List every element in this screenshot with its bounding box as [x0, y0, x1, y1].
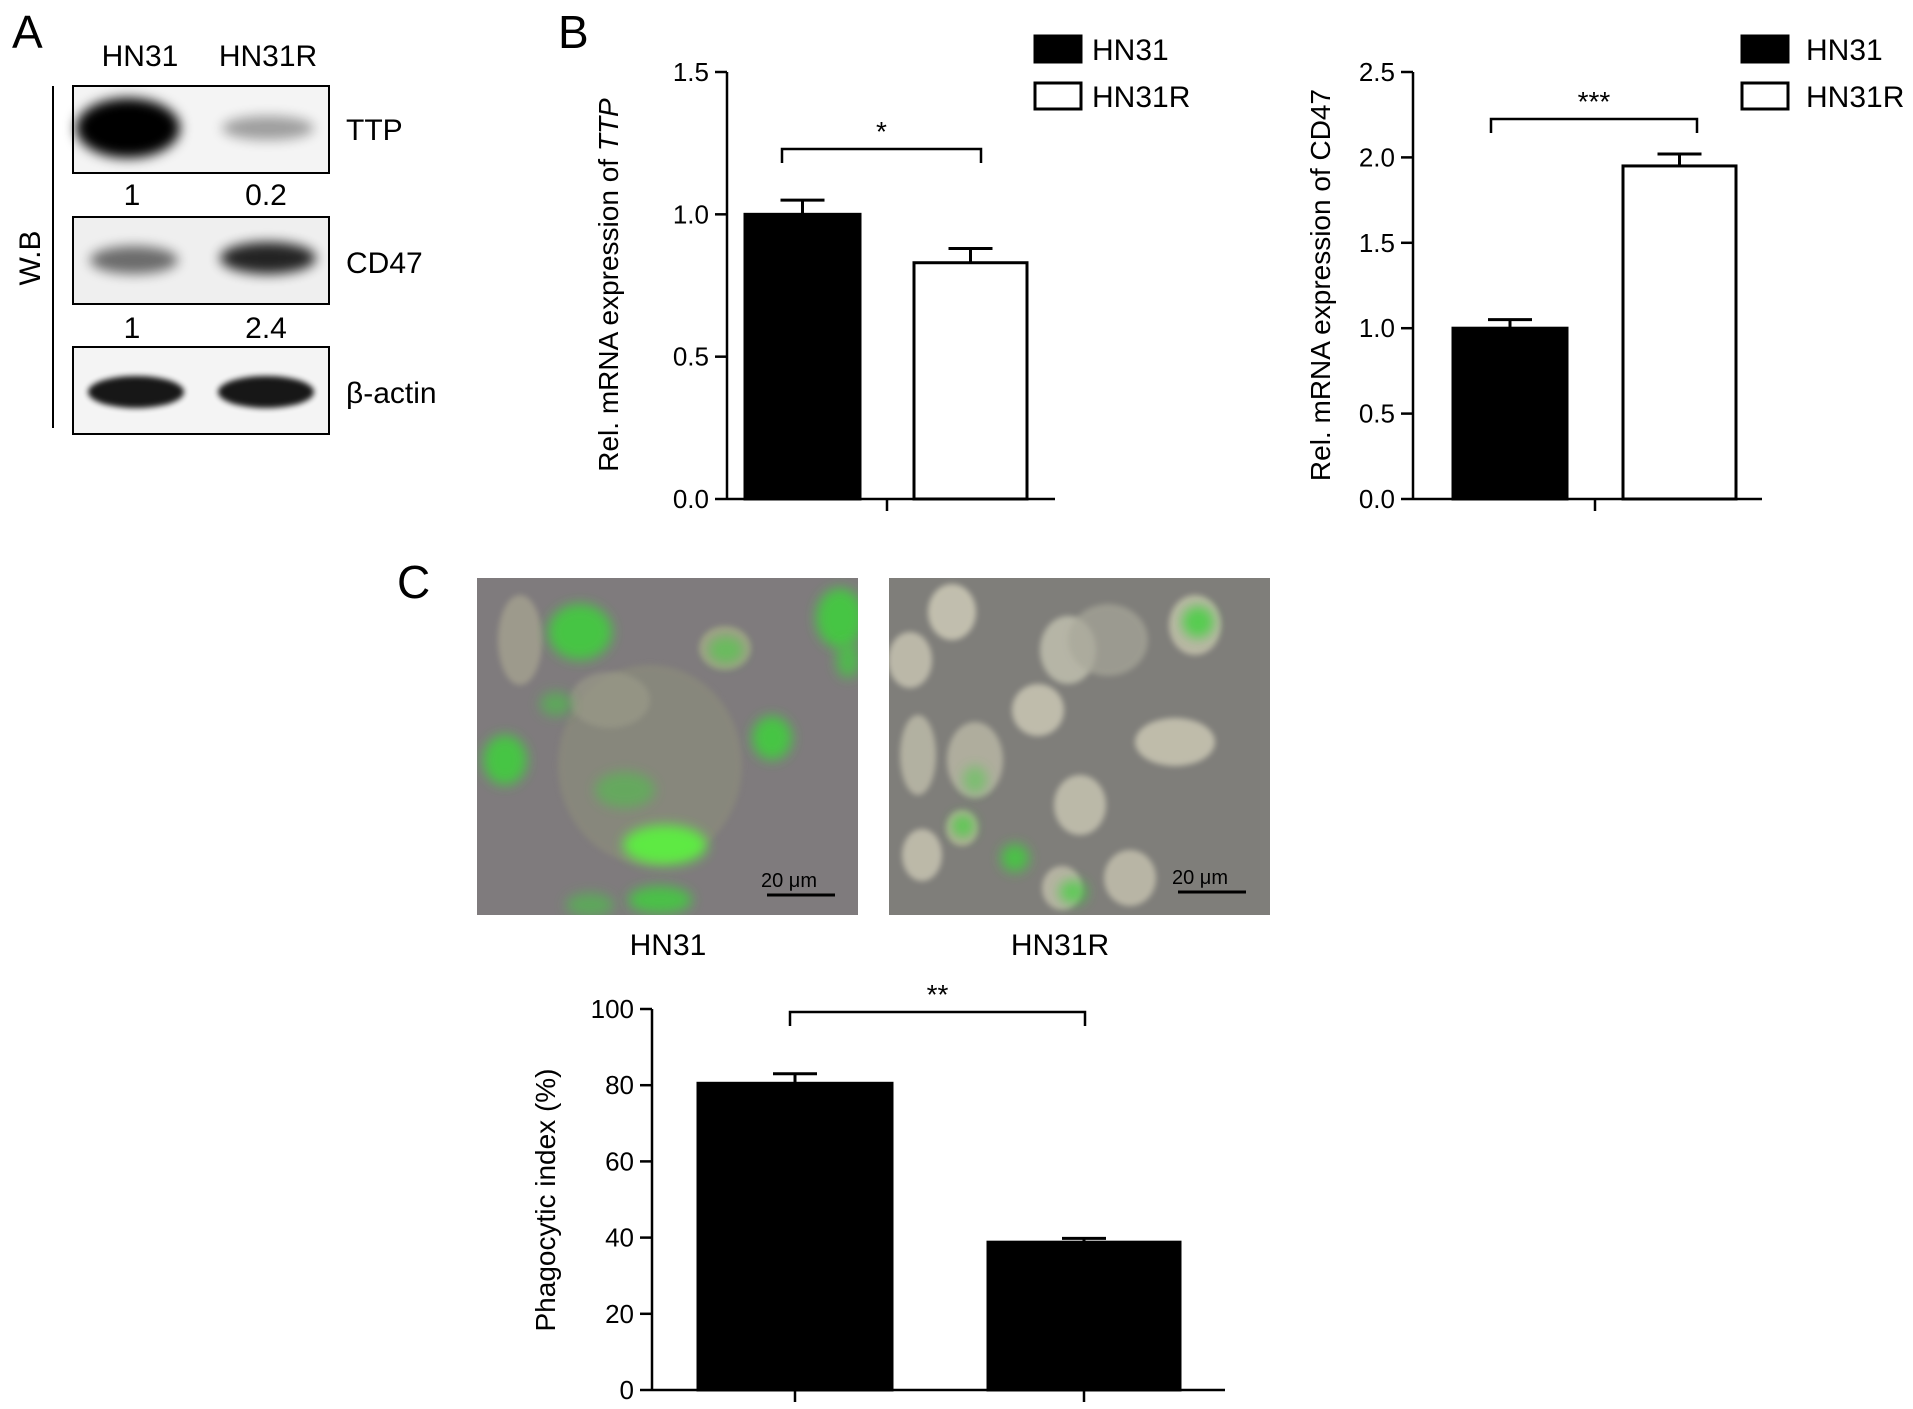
chart-ttp-legend-label-1: HN31R: [1092, 81, 1190, 114]
chart-phago-bar-hn31r: [986, 1240, 1182, 1392]
chart-phago-ytick-label-0: 0: [620, 1375, 634, 1405]
wb-row-label-beta-actin: β-actin: [346, 377, 437, 410]
chart-ttp-ylabel: Rel. mRNA expression of TTP: [593, 98, 624, 472]
chart-phago-ytick-label-3: 60: [605, 1146, 634, 1176]
chart-ttp-ytick-label-3: 1.5: [673, 57, 709, 87]
chart-cd47-significance-bracket: [1489, 117, 1699, 133]
wb-band-beta-actin-hn31: [88, 376, 184, 408]
wb-band-ttp-hn31r: [222, 116, 314, 140]
chart-cd47-legend-label-0: HN31: [1806, 34, 1883, 67]
micrograph-hn31r: [889, 578, 1270, 915]
chart-ttp-ylabel-text: Rel. mRNA expression of: [593, 151, 624, 472]
chart-ttp-bar-hn31: [743, 212, 862, 501]
chart-phago-ytick-label-4: 80: [605, 1070, 634, 1100]
chart-ttp-significance-label: *: [876, 116, 887, 147]
chart-phago-significance-label: **: [927, 979, 949, 1010]
micrograph-hn31r-scale: 20 μm: [1172, 867, 1246, 894]
wb-quant-ttp-hn31: 1: [124, 179, 141, 212]
chart-cd47-legend-swatch-0: [1740, 34, 1790, 64]
chart-cd47-legend-label-1: HN31R: [1806, 81, 1904, 114]
wb-quant-cd47-hn31r: 2.4: [245, 312, 287, 345]
chart-phago-ytick-label-5: 100: [591, 994, 634, 1024]
chart-phago-significance-bracket: [788, 1010, 1087, 1026]
chart-ttp-ylabel-italic: TTP: [593, 98, 624, 151]
western-blot-panel: HN31 HN31R W.B TTP 1 0.2 CD47 1 2.4 β-ac…: [14, 40, 437, 435]
wb-band-ttp-hn31: [76, 98, 180, 158]
chart-cd47-mrna: 0.0 0.5 1.0 1.5 2.0 2.5 *** Rel. mRNA expressio…: [1305, 34, 1904, 514]
chart-cd47-ylabel: Rel. mRNA expression of CD47: [1305, 89, 1336, 481]
chart-ttp-ytick-label-1: 0.5: [673, 342, 709, 372]
chart-phago-ytick-label-2: 40: [605, 1223, 634, 1253]
chart-ttp-legend-swatch-1: [1033, 81, 1083, 111]
chart-cd47-bar-hn31r: [1621, 164, 1738, 501]
chart-ttp-bar-hn31r: [912, 261, 1029, 501]
scale-bar-label-hn31r: 20 μm: [1172, 867, 1228, 889]
panel-letter-b: B: [558, 6, 589, 58]
micrograph-hn31: [477, 578, 858, 915]
chart-ttp-legend-swatch-0: [1033, 34, 1083, 64]
wb-row-label-ttp: TTP: [346, 114, 403, 147]
chart-ttp-mrna: 0.0 0.5 1.0 1.5 * Rel. mRNA expression of TTP…: [593, 34, 1190, 514]
panel-letter-a: A: [12, 6, 43, 58]
chart-cd47-bar-hn31: [1451, 326, 1569, 501]
chart-phagocytic-index: 0 20 40 60 80 100 ** Phagocytic index (%): [530, 979, 1225, 1405]
chart-cd47-ytick-label-3: 1.5: [1359, 228, 1395, 258]
chart-ttp-significance-bracket: [780, 147, 983, 163]
wb-quant-cd47-hn31: 1: [124, 312, 141, 345]
wb-band-cd47-hn31r: [220, 242, 316, 274]
wb-band-beta-actin-hn31r: [218, 376, 314, 408]
chart-cd47-ylabel-text: Rel. mRNA expression of CD47: [1305, 89, 1336, 481]
chart-cd47-ytick-label-2: 1.0: [1359, 313, 1395, 343]
wb-quant-ttp-hn31r: 0.2: [245, 179, 287, 212]
chart-ttp-ytick-label-0: 0.0: [673, 484, 709, 514]
micrograph-hn31-scale: 20 μm: [761, 870, 835, 897]
chart-ttp-ytick-label-2: 1.0: [673, 199, 709, 229]
chart-cd47-ytick-label-0: 0.0: [1359, 484, 1395, 514]
wb-column-header-hn31: HN31: [102, 40, 179, 73]
chart-phago-bar-hn31: [696, 1081, 894, 1392]
chart-phago-ytick-label-1: 20: [605, 1299, 634, 1329]
scale-bar-label-hn31: 20 μm: [761, 870, 817, 892]
chart-cd47-legend-swatch-1: [1740, 81, 1790, 111]
chart-phago-ylabel: Phagocytic index (%): [530, 1068, 561, 1331]
wb-row-label-cd47: CD47: [346, 247, 423, 280]
chart-ttp-legend-label-0: HN31: [1092, 34, 1169, 67]
panel-letter-c: C: [397, 556, 430, 608]
chart-cd47-ytick-label-4: 2.0: [1359, 142, 1395, 172]
chart-cd47-significance-label: ***: [1578, 86, 1611, 117]
chart-phago-ylabel-text: Phagocytic index (%): [530, 1068, 561, 1331]
chart-cd47-ytick-label-1: 0.5: [1359, 399, 1395, 429]
wb-side-label: W.B: [14, 230, 47, 285]
wb-band-cd47-hn31: [90, 246, 178, 274]
micrograph-caption-hn31: HN31: [630, 929, 707, 962]
chart-cd47-ytick-label-5: 2.5: [1359, 57, 1395, 87]
micrograph-caption-hn31r: HN31R: [1011, 929, 1109, 962]
wb-column-header-hn31r: HN31R: [219, 40, 317, 73]
